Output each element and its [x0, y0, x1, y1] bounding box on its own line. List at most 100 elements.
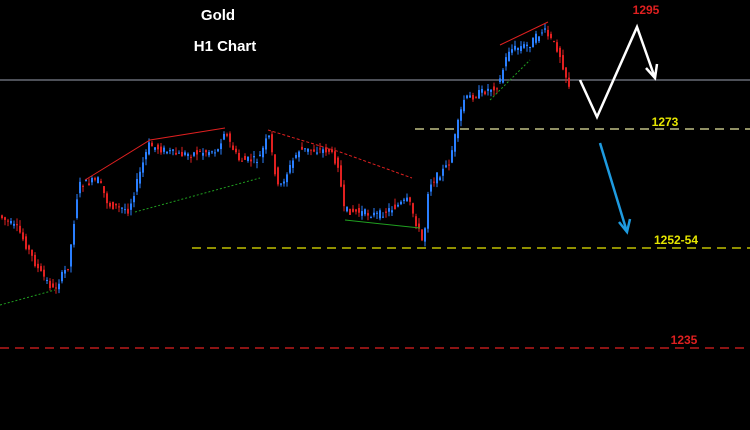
candle-body — [436, 172, 438, 184]
candle-body — [145, 152, 147, 160]
candle-body — [322, 149, 324, 153]
candle-body — [388, 208, 390, 212]
candle-body — [283, 181, 285, 184]
candle-body — [502, 69, 504, 83]
candle-body — [424, 228, 426, 242]
candle-body — [334, 151, 336, 164]
candle-body — [340, 165, 342, 187]
candle-body — [205, 150, 207, 153]
candle-body — [307, 148, 309, 152]
candle-body — [469, 95, 471, 98]
candle-body — [532, 37, 534, 48]
candle-body — [181, 151, 183, 157]
candle-body — [325, 147, 327, 153]
candle-body — [346, 206, 348, 212]
candle-body — [520, 46, 522, 52]
candle-body — [49, 280, 51, 289]
candle-body — [259, 154, 261, 157]
candle-body — [442, 168, 444, 176]
candle-body — [13, 223, 15, 226]
candle-body — [19, 225, 21, 233]
candle-body — [394, 204, 396, 210]
candle-body — [193, 152, 195, 156]
candle-body — [226, 134, 228, 136]
candle-body — [403, 199, 405, 201]
arrow-head — [618, 218, 632, 235]
candle-body — [121, 207, 123, 209]
candle-body — [550, 33, 552, 38]
candle-body — [370, 217, 372, 219]
level-label: 1252-54 — [654, 233, 698, 247]
candle-body — [412, 203, 414, 214]
candle-body — [31, 249, 33, 256]
candle-body — [187, 153, 189, 157]
candle-body — [196, 150, 198, 155]
candle-body — [301, 146, 303, 150]
candle-body — [256, 162, 258, 164]
candle-body — [289, 165, 291, 173]
candle-body — [52, 283, 54, 288]
candle-body — [481, 88, 483, 93]
candle-body — [541, 32, 543, 34]
candle-body — [271, 134, 273, 153]
level-label: 1273 — [652, 115, 679, 129]
arrow-head — [645, 63, 659, 81]
chart-subtitle: H1 Chart — [194, 38, 257, 55]
candle-body — [292, 160, 294, 168]
candle-body — [142, 162, 144, 173]
candle-body — [16, 224, 18, 226]
candle-body — [337, 157, 339, 168]
candle-body — [397, 204, 399, 207]
candle-body — [199, 150, 201, 152]
candle-body — [163, 147, 165, 152]
forecast-arrow — [578, 23, 657, 121]
candle-body — [40, 266, 42, 272]
candle-body — [61, 272, 63, 282]
candle-body — [376, 212, 378, 214]
candle-body — [451, 150, 453, 163]
candle-body — [475, 97, 477, 99]
candle-body — [493, 86, 495, 91]
candle-body — [298, 151, 300, 158]
candle-body — [355, 209, 357, 212]
candle-body — [109, 202, 111, 207]
candle-body — [70, 244, 72, 267]
candle-body — [457, 119, 459, 139]
candle-body — [223, 133, 225, 140]
candle-body — [484, 91, 486, 95]
candle-body — [466, 95, 468, 99]
candle-body — [175, 152, 177, 155]
candle-body — [103, 186, 105, 194]
candle-body — [148, 142, 150, 155]
candle-body — [166, 151, 168, 154]
candle-body — [529, 46, 531, 48]
candle-body — [190, 156, 192, 158]
candle-body — [406, 197, 408, 201]
candle-body — [232, 145, 234, 150]
candle-body — [547, 29, 549, 37]
candle-body — [499, 78, 501, 82]
candle-body — [460, 109, 462, 121]
candle-body — [517, 47, 519, 51]
candle-body — [496, 88, 498, 90]
candle-body — [544, 28, 546, 30]
candle-body — [268, 135, 270, 138]
candle-body — [385, 211, 387, 213]
candle-body — [505, 57, 507, 67]
candle-body — [295, 154, 297, 158]
candle-body — [67, 268, 69, 270]
candle-body — [487, 88, 489, 91]
candle-body — [10, 220, 12, 224]
candle-body — [526, 44, 528, 47]
candle-body — [277, 167, 279, 185]
chart-title: Gold — [201, 7, 235, 24]
candle-body — [274, 154, 276, 175]
candle-body — [490, 89, 492, 92]
candle-body — [280, 183, 282, 185]
candle-body — [88, 183, 90, 186]
candle-body — [448, 164, 450, 166]
candle-body — [508, 51, 510, 61]
candle-body — [382, 216, 384, 218]
candle-body — [418, 223, 420, 229]
